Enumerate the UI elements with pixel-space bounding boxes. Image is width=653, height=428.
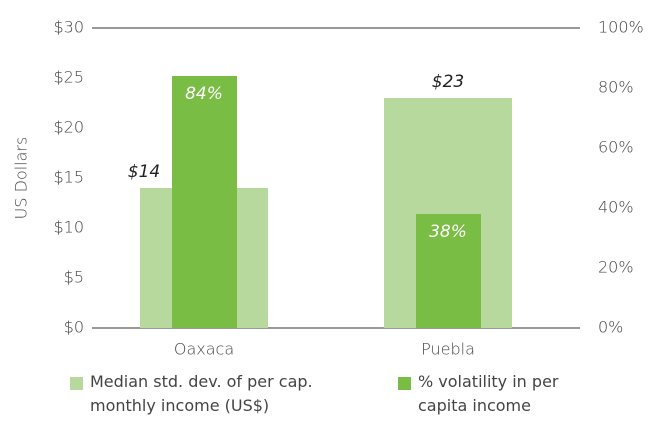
y-tick-label: $10	[53, 218, 84, 237]
value-label: 38%	[429, 222, 467, 242]
y-tick-label: $5	[64, 268, 84, 287]
y-tick-label: $30	[53, 18, 84, 37]
bar	[172, 76, 237, 328]
y2-tick-label: 20%	[598, 258, 634, 277]
x-tick-label: Oaxaca	[174, 340, 234, 359]
value-label: 84%	[185, 84, 223, 104]
legend-swatch	[398, 377, 411, 390]
bar	[416, 214, 481, 328]
y2-tick-label: 100%	[598, 18, 644, 37]
y-tick-label: $15	[53, 168, 84, 187]
y2-tick-label: 80%	[598, 78, 634, 97]
y2-tick-label: 40%	[598, 198, 634, 217]
value-label: $23	[432, 72, 464, 92]
y2-tick-label: 60%	[598, 138, 634, 157]
legend-swatch	[70, 377, 83, 390]
y2-tick-label: 0%	[598, 318, 623, 337]
y-tick-label: $25	[53, 68, 84, 87]
x-tick-label: Puebla	[421, 340, 475, 359]
y-axis-label: US Dollars	[12, 137, 31, 220]
value-label: $14	[128, 162, 160, 182]
legend-label: Median std. dev. of per cap. monthly inc…	[90, 372, 313, 415]
y-tick-label: $20	[53, 118, 84, 137]
y-tick-label: $0	[64, 318, 84, 337]
legend-label: % volatility in per capita income	[418, 372, 559, 415]
